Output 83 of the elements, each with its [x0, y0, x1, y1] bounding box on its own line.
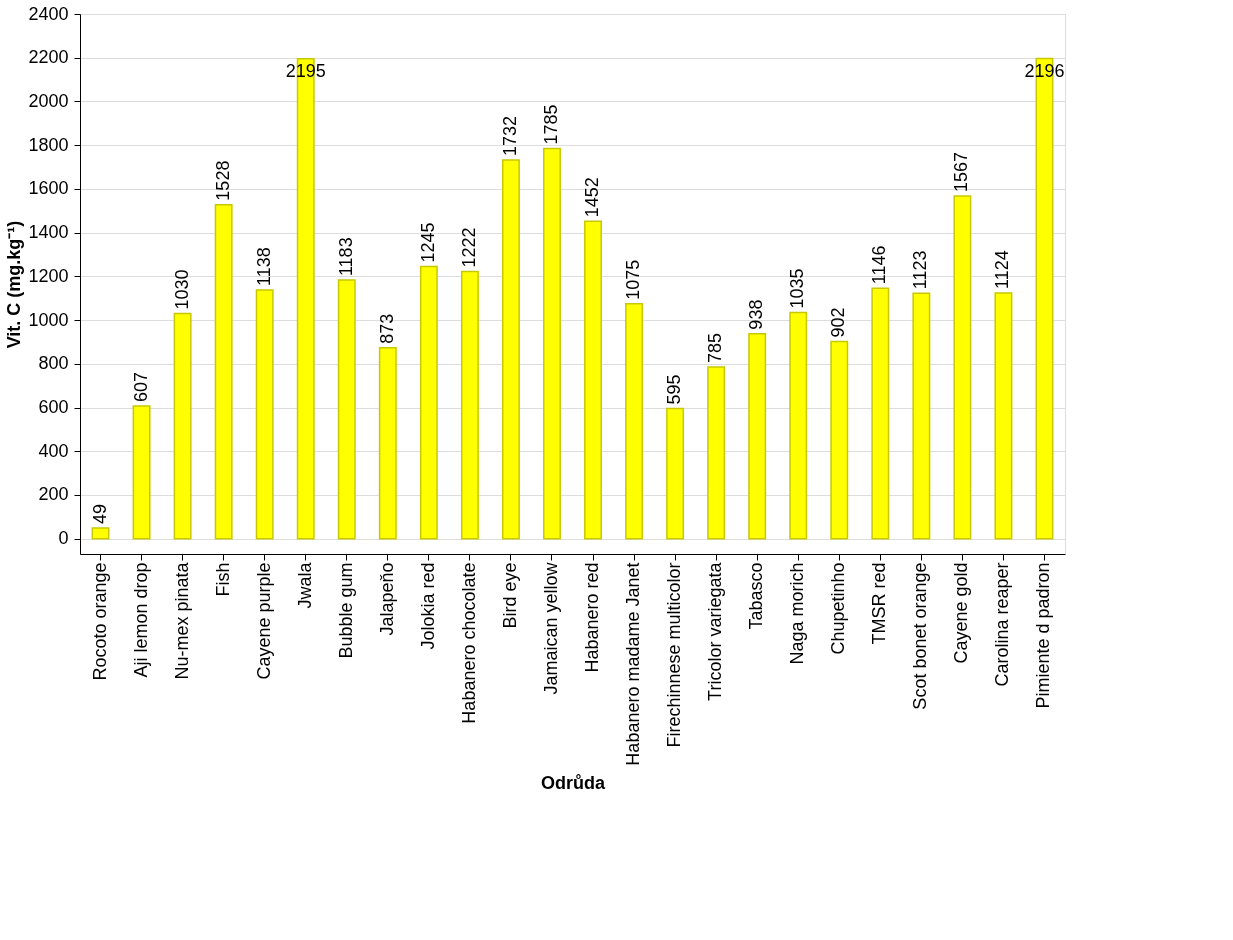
bar: [419, 265, 438, 540]
bar: [584, 220, 602, 540]
x-tick-label: Jwala: [294, 561, 315, 609]
x-tick-label: Jalapeňo: [376, 562, 397, 636]
data-label: 938: [746, 299, 767, 330]
data-label: 1785: [540, 104, 561, 145]
y-tick-label: 2400: [28, 3, 69, 24]
y-tick-label: 1800: [28, 134, 69, 155]
x-tick-label: Cayene gold: [951, 562, 972, 664]
data-label: 1075: [623, 259, 644, 300]
bar: [91, 527, 110, 540]
y-axis-title: Vit. C (mg.kg⁻¹): [4, 220, 25, 349]
x-tick-label: Habanero red: [582, 562, 603, 673]
x-tick-label: Scot bonet orange: [910, 562, 931, 710]
bar: [543, 147, 561, 540]
x-tick-label: TMSR red: [869, 562, 890, 645]
data-label: 873: [376, 313, 397, 344]
bar: [337, 279, 356, 540]
data-label: 1030: [171, 269, 192, 310]
x-tick-label: Bird eye: [499, 562, 520, 629]
data-label: 1146: [869, 245, 890, 285]
data-label: 785: [705, 333, 726, 364]
y-tick-label: 400: [38, 440, 69, 461]
y-tick-label: 2000: [28, 90, 69, 111]
data-label: 1222: [458, 227, 479, 268]
bar: [666, 407, 685, 540]
x-tick-label: Tricolor variegata: [705, 561, 726, 701]
data-label: 1124: [992, 250, 1013, 289]
x-tick-label: Carolina reaper: [992, 562, 1013, 687]
x-tick-label: Aji lemon drop: [130, 562, 151, 678]
x-tick-label: Naga morich: [787, 562, 808, 665]
y-tick-label: 0: [58, 528, 69, 549]
bar: [214, 203, 233, 540]
y-tick-label: 1600: [28, 178, 69, 199]
x-tick-label: Tabasco: [746, 562, 767, 630]
bar: [460, 270, 479, 540]
data-label: 607: [130, 371, 151, 402]
data-label: 902: [828, 307, 849, 338]
data-label: 595: [664, 374, 685, 405]
y-tick-label: 1000: [28, 309, 69, 330]
bar: [871, 287, 890, 540]
bar: [994, 292, 1013, 540]
x-tick-label: Jolokia red: [417, 562, 438, 650]
bar: [953, 195, 972, 540]
data-label: 1035: [787, 268, 808, 309]
bar: [912, 292, 931, 540]
x-tick-label: Bubble gum: [335, 562, 356, 659]
bar: [173, 312, 192, 540]
x-tick-label: Nu-mex pinata: [171, 561, 192, 680]
data-label: 1123: [910, 250, 931, 290]
y-tick-label: 1200: [28, 265, 69, 286]
data-label: 1183: [335, 237, 356, 277]
data-label: 1528: [212, 160, 233, 201]
x-tick-label: Habanero chocolate: [458, 562, 479, 724]
x-tick-label: Firechinnese multicolor: [664, 562, 685, 748]
y-tick-label: 200: [38, 484, 69, 505]
bar: [707, 366, 726, 540]
bar: [378, 347, 397, 540]
y-tick-label: 600: [38, 397, 69, 418]
data-label: 1732: [499, 115, 520, 157]
data-label: 1452: [582, 177, 603, 218]
y-tick-label: 2200: [28, 47, 69, 68]
data-label: 1567: [951, 152, 972, 193]
bar: [255, 289, 274, 540]
bar: [501, 159, 520, 540]
x-tick-label: Pimiente d padron: [1033, 562, 1054, 709]
x-tick-label: Cayene purple: [253, 562, 274, 680]
bar: [830, 340, 849, 540]
y-tick-label: 800: [38, 353, 69, 374]
bar: [748, 332, 767, 540]
x-tick-label: Habanero madame Janet: [623, 562, 644, 766]
data-label: 49: [89, 503, 110, 524]
x-tick-label: Fish: [212, 562, 233, 597]
bar: [132, 405, 151, 540]
bar: [789, 311, 808, 540]
bar: [625, 302, 644, 540]
x-axis-title: Odrůda: [540, 772, 606, 793]
y-tick-label: 1400: [28, 222, 69, 243]
x-tick-label: Chupetinho: [828, 562, 849, 655]
data-label: 1245: [417, 222, 438, 263]
data-label: 1138: [253, 247, 274, 286]
x-tick-label: Jamaican yellow: [540, 561, 561, 695]
x-tick-label: Rocoto orange: [89, 562, 110, 681]
